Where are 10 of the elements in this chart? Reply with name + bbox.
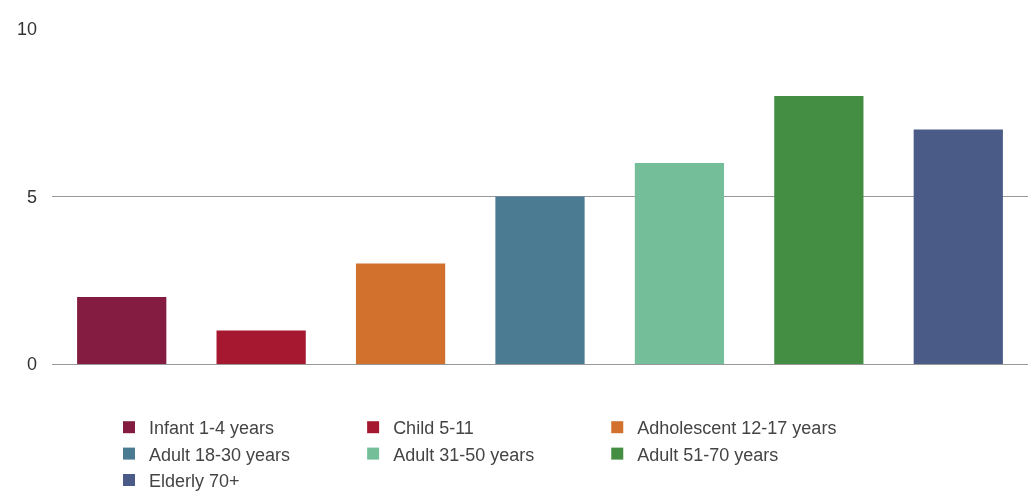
y-tick-label: 5 bbox=[26, 186, 37, 207]
legend-label: Adult 18-30 years bbox=[149, 444, 291, 465]
legend-label: Child 5-11 bbox=[393, 418, 474, 439]
legend-label: Adult 31-50 years bbox=[393, 444, 535, 465]
legend-label: Adult 51-70 years bbox=[637, 444, 779, 465]
legend-label: Adholescent 12-17 years bbox=[637, 418, 837, 439]
y-tick-label: 10 bbox=[16, 19, 37, 40]
legend-label: Infant 1-4 years bbox=[149, 418, 275, 439]
y-tick-label: 0 bbox=[26, 354, 37, 375]
legend-label: Elderly 70+ bbox=[149, 471, 240, 492]
